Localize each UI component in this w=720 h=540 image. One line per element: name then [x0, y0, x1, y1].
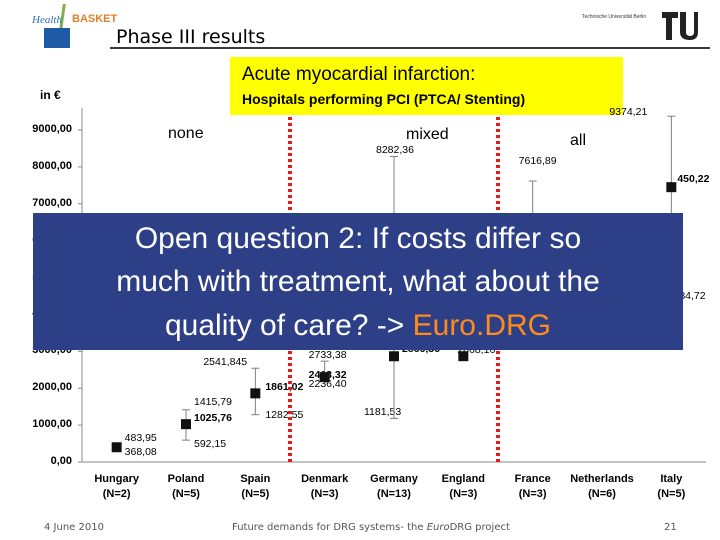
mean-point	[181, 419, 191, 430]
slide-title: Phase III results	[116, 26, 266, 48]
logo-flag-icon	[44, 28, 70, 48]
footer-project-tail: DRG project	[449, 522, 510, 533]
data-value-label: 2541,845	[203, 356, 248, 369]
x-category-label: England (N=3)	[423, 472, 503, 502]
health-basket-logo: Health BASKET	[32, 4, 117, 50]
x-category-name: Spain	[240, 473, 271, 485]
x-category-label: Hungary (N=2)	[77, 472, 157, 502]
pci-box-heading: Acute myocardial infarction:	[242, 64, 476, 85]
x-category-name: Germany	[370, 473, 418, 485]
data-value-label: 2236,40	[308, 377, 347, 390]
tu-berlin-text: Technische Universität Berlin	[582, 14, 647, 20]
data-value-label: 8282,36	[376, 144, 414, 157]
footer-project: Future demands for DRG systems- the Euro…	[232, 522, 510, 533]
question-line-3: quality of care? -> Euro.DRG	[33, 309, 683, 343]
x-category-label: Italy (N=5)	[631, 472, 711, 502]
question-line-2: much with treatment, what about the	[116, 265, 600, 298]
x-category-name: Hungary	[94, 473, 139, 485]
mean-point	[250, 388, 261, 399]
x-category-count: (N=13)	[377, 488, 411, 500]
pci-highlight-box	[230, 57, 623, 115]
x-category-count: (N=5)	[172, 488, 200, 500]
y-tick-label: 8000,00	[32, 159, 72, 172]
data-value-label: 368,08	[124, 446, 157, 459]
data-value-label: 7616,89	[518, 155, 557, 168]
x-category-count: (N=5)	[657, 488, 686, 500]
data-value-label: 9374,21	[609, 106, 648, 119]
y-tick-label: 0,00	[50, 455, 72, 467]
x-category-count: (N=6)	[588, 488, 616, 500]
data-value-label: 1025,76	[194, 412, 232, 425]
x-category-count: (N=3)	[518, 488, 547, 500]
logo-basket-text: BASKET	[72, 13, 118, 25]
x-category-name: England	[441, 473, 486, 485]
x-category-count: (N=3)	[449, 488, 478, 500]
data-value-label: 2733,38	[308, 349, 347, 362]
x-category-name: Italy	[660, 473, 683, 485]
question-line-1: Open question 2: If costs differ so	[134, 222, 582, 255]
group-label-none: none	[168, 125, 204, 142]
group-label-all: all	[570, 132, 587, 149]
group-label-mixed: mixed	[406, 126, 449, 143]
data-value-label: 1861,02	[265, 381, 304, 394]
footer-project-text: Future demands for DRG systems- the	[232, 522, 427, 533]
x-category-name: Poland	[167, 473, 205, 485]
y-tick-label: 1000,00	[32, 418, 72, 431]
x-category-label: France (N=3)	[493, 472, 573, 502]
x-category-count: (N=5)	[241, 488, 270, 500]
question-overlay	[33, 213, 683, 350]
x-category-count: (N=3)	[310, 488, 339, 500]
data-value-label: 450,22	[677, 173, 710, 186]
y-tick-label: 9000,00	[32, 123, 72, 135]
mean-point	[111, 442, 122, 453]
tu-berlin-logo-icon	[662, 12, 698, 40]
logo-health-text: Health	[32, 14, 62, 26]
y-axis-label: in €	[40, 88, 61, 102]
mean-point	[666, 182, 677, 193]
data-value-label: 84,72	[679, 290, 706, 303]
data-value-label: 483,95	[124, 432, 157, 445]
question-line-3-text: quality of care? ->	[164, 309, 413, 342]
x-category-name: Denmark	[301, 473, 349, 485]
x-category-name: France	[514, 473, 551, 485]
y-tick-label: 2000,00	[32, 381, 72, 394]
x-category-label: Spain (N=5)	[215, 472, 295, 502]
footer-date: 4 June 2010	[44, 522, 104, 533]
x-category-name: Netherlands	[570, 473, 634, 485]
data-value-label: 1181,53	[364, 406, 402, 419]
eurodrg-highlight: Euro.DRG	[412, 309, 551, 342]
y-tick-label: 7000,00	[32, 196, 72, 209]
x-category-label: Poland (N=5)	[146, 472, 226, 502]
x-category-label: Denmark (N=3)	[285, 472, 365, 502]
mean-point	[319, 372, 330, 383]
pci-box-subheading: Hospitals performing PCI (PTCA/ Stenting…	[242, 91, 526, 107]
footer-project-italic: Euro	[426, 522, 450, 533]
data-value-label: 1415,79	[194, 395, 232, 408]
mean-point	[458, 351, 469, 362]
data-value-label: 592,15	[194, 438, 227, 451]
footer-page-number: 21	[664, 522, 677, 533]
data-value-label: 1282,55	[265, 408, 304, 421]
title-divider	[110, 47, 710, 49]
x-category-count: (N=2)	[102, 488, 131, 500]
x-category-label: Netherlands (N=6)	[562, 472, 642, 502]
x-category-label: Germany (N=13)	[354, 472, 434, 502]
mean-point	[389, 351, 399, 362]
